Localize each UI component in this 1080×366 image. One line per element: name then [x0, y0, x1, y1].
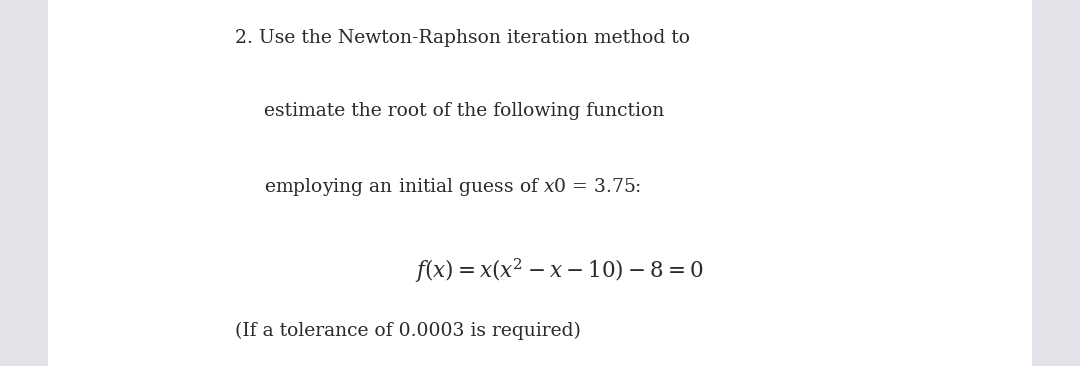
- Text: (If a tolerance of 0.0003 is required): (If a tolerance of 0.0003 is required): [234, 322, 581, 340]
- Text: $f(x) = x(x^2 - x - 10) - 8 = 0$: $f(x) = x(x^2 - x - 10) - 8 = 0$: [416, 256, 704, 285]
- Text: 2. Use the Newton-Raphson iteration method to: 2. Use the Newton-Raphson iteration meth…: [234, 29, 690, 47]
- Text: estimate the root of the following function: estimate the root of the following funct…: [265, 102, 664, 120]
- Text: employing an initial guess of $x0$ = 3.75:: employing an initial guess of $x0$ = 3.7…: [265, 176, 642, 198]
